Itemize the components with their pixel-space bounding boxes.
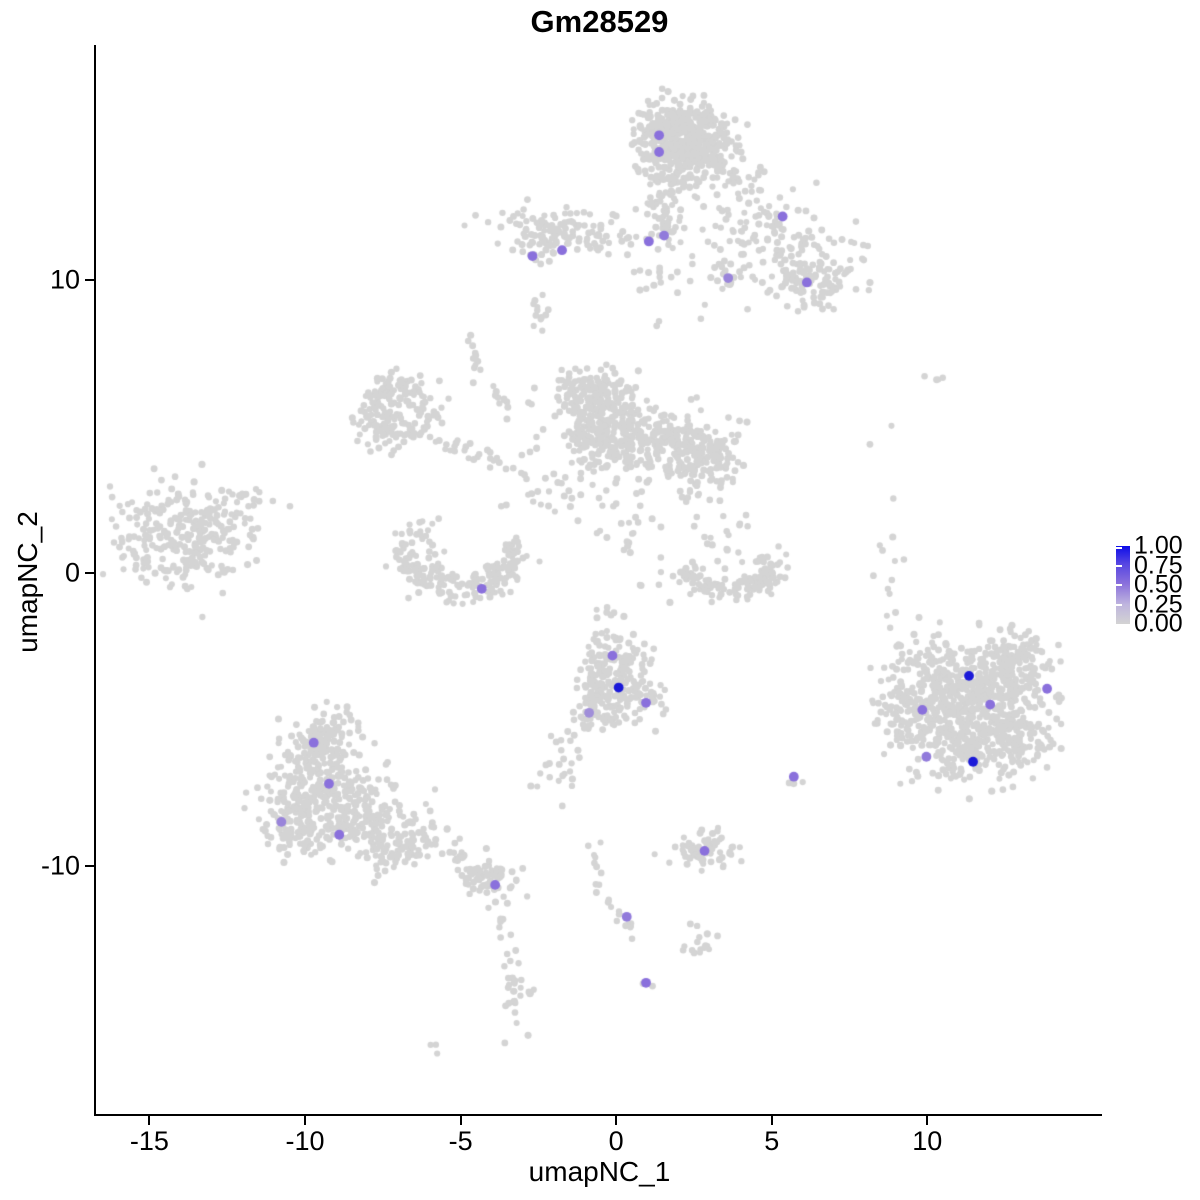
legend-tick-mark bbox=[1116, 584, 1122, 586]
y-axis-line bbox=[94, 45, 96, 1116]
x-tick-label: 10 bbox=[912, 1126, 943, 1156]
y-tick-label: -10 bbox=[40, 850, 80, 881]
y-tick-mark bbox=[85, 571, 94, 574]
y-axis-title: umapNC_2 bbox=[12, 511, 43, 653]
y-tick-label: 0 bbox=[64, 557, 80, 588]
legend-label: 0.50 bbox=[1134, 570, 1183, 599]
legend-label: 0.00 bbox=[1134, 609, 1183, 638]
legend-tick-mark bbox=[1116, 564, 1122, 567]
x-axis-line bbox=[94, 1114, 1102, 1116]
y-tick-mark bbox=[85, 864, 94, 867]
x-tick-label: 5 bbox=[764, 1126, 780, 1156]
x-tick-label: -5 bbox=[448, 1126, 473, 1156]
x-tick-mark bbox=[615, 1116, 618, 1125]
legend-tick-mark bbox=[1116, 546, 1122, 549]
legend-label: 1.00 bbox=[1134, 531, 1183, 560]
y-tick-label: 10 bbox=[49, 264, 80, 295]
x-tick-mark bbox=[770, 1116, 773, 1125]
x-tick-mark bbox=[926, 1116, 929, 1125]
x-tick-label: 0 bbox=[608, 1126, 624, 1156]
expression-legend: 1.00 0.75 0.50 0.25 0.00 bbox=[1110, 533, 1200, 638]
legend-tick-mark bbox=[1116, 603, 1122, 606]
y-tick-mark bbox=[85, 278, 94, 281]
x-tick-mark bbox=[148, 1116, 151, 1125]
x-tick-mark bbox=[304, 1116, 307, 1125]
legend-label: 0.25 bbox=[1134, 590, 1183, 618]
x-tick-label: -15 bbox=[129, 1126, 169, 1156]
x-tick-mark bbox=[459, 1116, 462, 1125]
x-axis-title: umapNC_1 bbox=[528, 1156, 671, 1187]
legend-label: 0.75 bbox=[1134, 551, 1183, 579]
x-tick-label: -10 bbox=[285, 1126, 325, 1156]
